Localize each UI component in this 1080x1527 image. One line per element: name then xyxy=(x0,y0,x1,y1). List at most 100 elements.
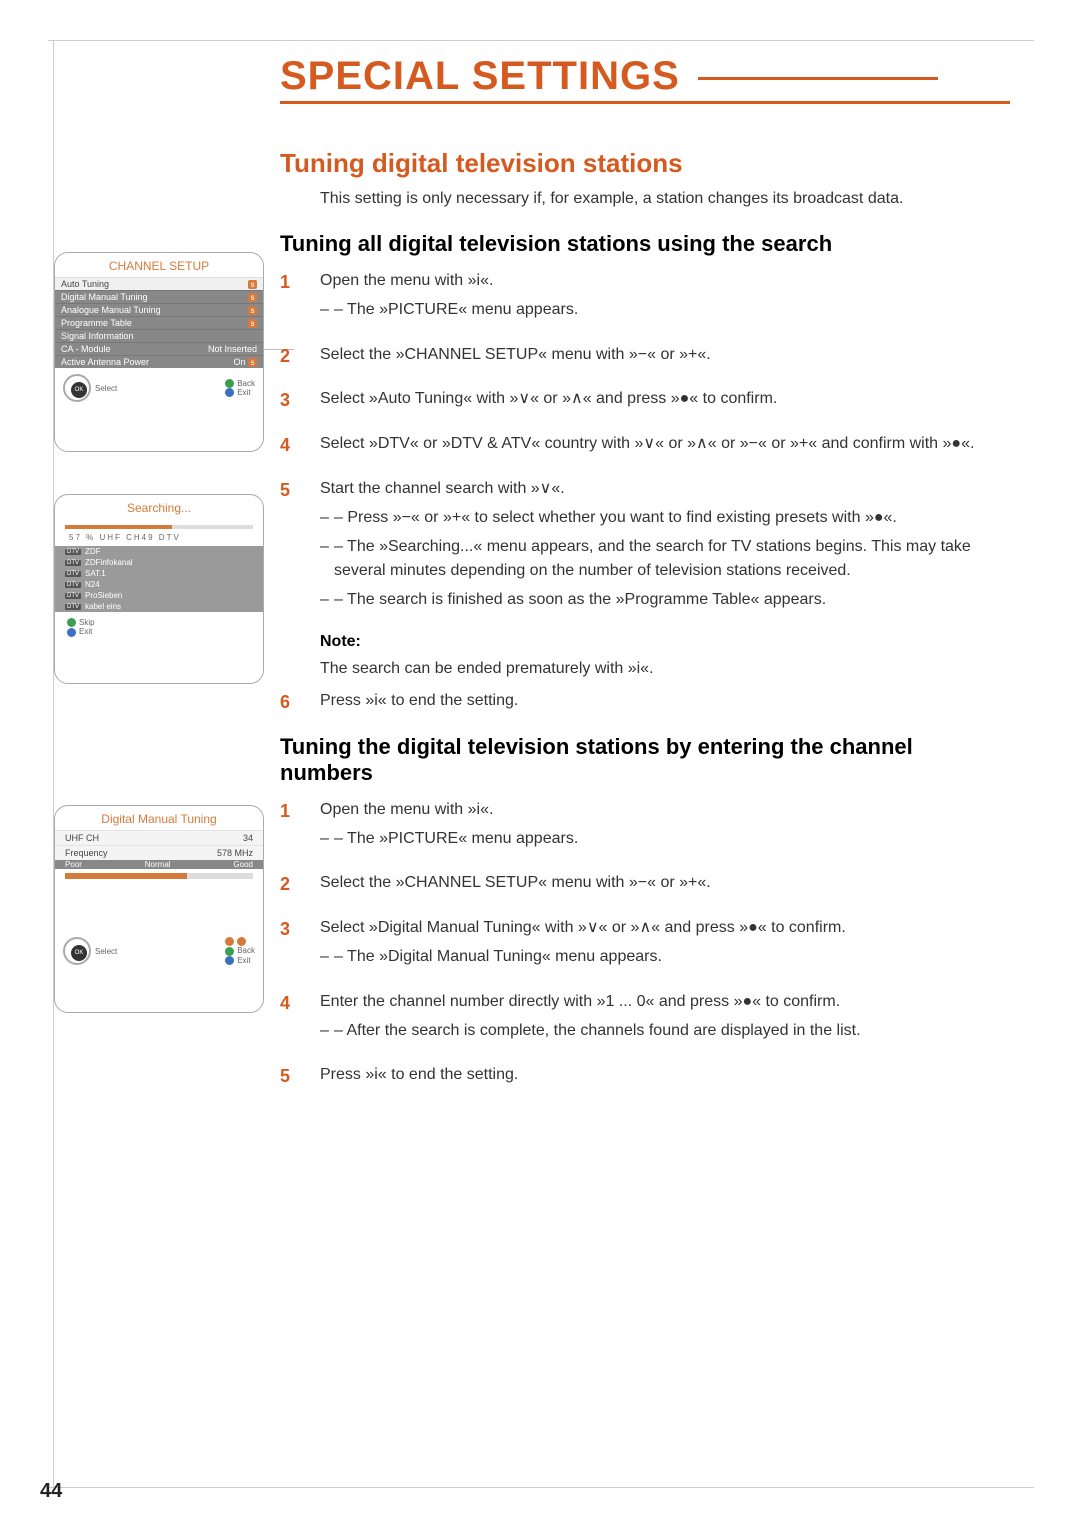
row-label: UHF CH xyxy=(65,833,99,843)
nav-ok-icon: OK xyxy=(63,937,91,965)
exit-label-3: Exit xyxy=(237,956,250,965)
note-label: Note: xyxy=(280,633,1010,651)
row-label: Active Antenna Power xyxy=(61,357,149,367)
panel-manual-tuning: Digital Manual Tuning UHF CH 34 Frequenc… xyxy=(54,805,264,1013)
note-text: The search can be ended prematurely with… xyxy=(280,657,1010,681)
row-value: 578 MHz xyxy=(217,848,253,858)
chapter-title-text: SPECIAL SETTINGS xyxy=(280,54,680,98)
row-value: Not Inserted xyxy=(208,344,257,354)
step-number: 3 xyxy=(280,916,290,944)
row-label: Programme Table xyxy=(61,318,132,328)
row-label: Digital Manual Tuning xyxy=(61,292,148,302)
step-text: Select »DTV« or »DTV & ATV« country with… xyxy=(320,435,974,452)
row-label: Signal Information xyxy=(61,331,134,341)
step-text: Select »Digital Manual Tuning« with »∨« … xyxy=(320,919,846,936)
step-item: 2 Select the »CHANNEL SETUP« menu with »… xyxy=(280,343,1010,368)
dtv-tag-icon: DTV xyxy=(65,593,81,599)
step-item: 6 Press »i« to end the setting. xyxy=(280,689,1010,714)
panel-searching-title: Searching... xyxy=(55,495,263,519)
panel-footer: OK Select Back Exit xyxy=(55,368,263,408)
dtv-tag-icon: DTV xyxy=(65,582,81,588)
subsection-title-1: Tuning all digital television stations u… xyxy=(280,231,1010,257)
exit-label-2: Exit xyxy=(79,627,92,636)
dtv-tag-icon: DTV xyxy=(65,549,81,555)
step-text: Enter the channel number directly with »… xyxy=(320,993,840,1010)
step-item: 5 Start the channel search with »∨«. – P… xyxy=(280,477,1010,613)
setup-row-dmt: Digital Manual Tuning s xyxy=(55,290,263,303)
arrow-icon: s xyxy=(248,293,257,302)
channel-row: DTV ZDF xyxy=(55,546,263,557)
step-sub: – Press »−« or »+« to select whether you… xyxy=(320,506,1010,531)
page-number: 44 xyxy=(40,1480,62,1503)
step-item: 2 Select the »CHANNEL SETUP« menu with »… xyxy=(280,871,1010,896)
back-label: Back xyxy=(237,946,255,955)
arrow-icon: s xyxy=(248,306,257,315)
step-item: 3 Select »Auto Tuning« with »∨« or »∧« a… xyxy=(280,387,1010,412)
step-text: Press »i« to end the setting. xyxy=(320,692,518,709)
dot-back-icon xyxy=(225,947,234,956)
q-good: Good xyxy=(233,860,253,869)
panel-footer: Skip Exit xyxy=(55,612,263,643)
step-item: 3 Select »Digital Manual Tuning« with »∨… xyxy=(280,916,1010,970)
dtv-tag-icon: DTV xyxy=(65,604,81,610)
arrow-icon: s xyxy=(248,280,257,289)
arrow-icon: s xyxy=(248,319,257,328)
steps-list-1b: 6 Press »i« to end the setting. xyxy=(280,689,1010,714)
arrow-icon: s xyxy=(248,358,257,367)
nav-ok-icon: OK xyxy=(63,374,91,402)
select-label: Select xyxy=(95,947,117,956)
section-title: Tuning digital television stations xyxy=(280,148,1010,179)
setup-row-ptable: Programme Table s xyxy=(55,316,263,329)
channel-name: ZDF xyxy=(85,547,101,556)
step-number: 4 xyxy=(280,990,290,1018)
row-label: Auto Tuning xyxy=(61,279,109,289)
step-item: 1 Open the menu with »i«. – The »PICTURE… xyxy=(280,269,1010,323)
step-item: 4 Select »DTV« or »DTV & ATV« country wi… xyxy=(280,432,1010,457)
exit-label-1: Exit xyxy=(237,388,250,397)
setup-row-signal: Signal Information xyxy=(55,329,263,342)
step-number: 5 xyxy=(280,1063,290,1091)
step-number: 6 xyxy=(280,689,290,717)
setup-row-antenna: Active Antenna Power On s xyxy=(55,355,263,368)
step-item: 1 Open the menu with »i«. – The »PICTURE… xyxy=(280,798,1010,852)
main-content: SPECIAL SETTINGS Tuning digital televisi… xyxy=(280,40,1010,1108)
row-label: Analogue Manual Tuning xyxy=(61,305,161,315)
step-sub: – The »PICTURE« menu appears. xyxy=(320,827,1010,852)
channel-row: DTVZDFinfokanal xyxy=(55,557,263,568)
step-number: 4 xyxy=(280,432,290,460)
dot-skip-icon xyxy=(67,618,76,627)
step-item: 4 Enter the channel number directly with… xyxy=(280,990,1010,1044)
channel-row: DTVSAT.1 xyxy=(55,568,263,579)
dot-exit-icon xyxy=(225,388,234,397)
step-number: 1 xyxy=(280,798,290,826)
setup-row-auto-tuning: Auto Tuning s xyxy=(55,277,263,290)
panel-channel-setup: CHANNEL SETUP Auto Tuning s Digital Manu… xyxy=(54,252,264,452)
channel-name: ZDFinfokanal xyxy=(85,558,133,567)
channel-name: kabel eins xyxy=(85,602,121,611)
step-number: 3 xyxy=(280,387,290,415)
row-label: CA - Module xyxy=(61,344,111,354)
mt-row-freq: Frequency 578 MHz xyxy=(55,845,263,860)
panel-manual-title: Digital Manual Tuning xyxy=(55,806,263,830)
step-sub: – The search is finished as soon as the … xyxy=(320,588,1010,613)
dot-num-icon xyxy=(237,937,246,946)
step-sub: – After the search is complete, the chan… xyxy=(320,1019,1010,1044)
section-intro: This setting is only necessary if, for e… xyxy=(280,187,1010,211)
step-text: Start the channel search with »∨«. xyxy=(320,480,565,497)
step-text: Open the menu with »i«. xyxy=(320,801,493,818)
q-poor: Poor xyxy=(65,860,82,869)
mt-row-uhf: UHF CH 34 xyxy=(55,830,263,845)
skip-label: Skip xyxy=(79,618,95,627)
step-number: 1 xyxy=(280,269,290,297)
subsection-title-2: Tuning the digital television stations b… xyxy=(280,734,1010,786)
panel-channel-setup-title: CHANNEL SETUP xyxy=(55,253,263,277)
channel-name: N24 xyxy=(85,580,100,589)
step-item: 5 Press »i« to end the setting. xyxy=(280,1063,1010,1088)
step-sub: – The »Digital Manual Tuning« menu appea… xyxy=(320,945,1010,970)
channel-row: DTVProSieben xyxy=(55,590,263,601)
setup-row-amt: Analogue Manual Tuning s xyxy=(55,303,263,316)
channel-row: DTV kabel eins xyxy=(55,601,263,612)
row-label: Frequency xyxy=(65,848,108,858)
setup-row-camodule: CA - Module Not Inserted xyxy=(55,342,263,355)
step-sub: – The »Searching...« menu appears, and t… xyxy=(320,535,1010,585)
